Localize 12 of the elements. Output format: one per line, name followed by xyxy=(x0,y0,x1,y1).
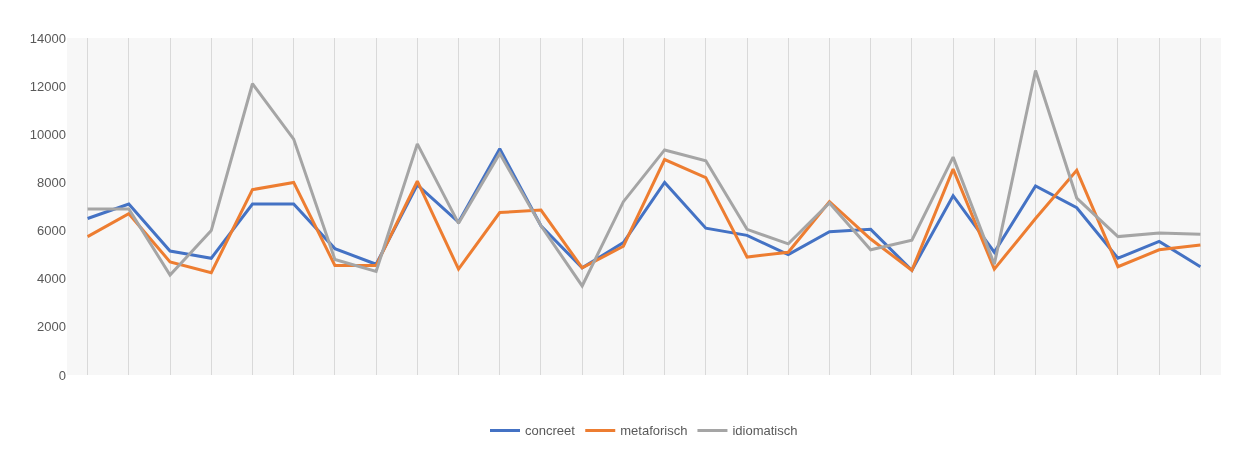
legend-label: idiomatisch xyxy=(732,423,798,439)
y-tick-label: 8000 xyxy=(37,174,66,190)
legend-label: metaforisch xyxy=(620,423,688,439)
legend-label: concreet xyxy=(525,423,576,439)
y-tick-label: 4000 xyxy=(37,271,66,287)
y-tick-label: 12000 xyxy=(29,78,66,94)
y-tick-label: 2000 xyxy=(37,319,66,335)
y-tick-label: 10000 xyxy=(29,126,66,142)
y-tick-label: 6000 xyxy=(37,223,66,239)
y-tick-label: 14000 xyxy=(29,30,66,46)
line-series xyxy=(86,69,1202,288)
y-tick-label: 0 xyxy=(58,367,66,383)
